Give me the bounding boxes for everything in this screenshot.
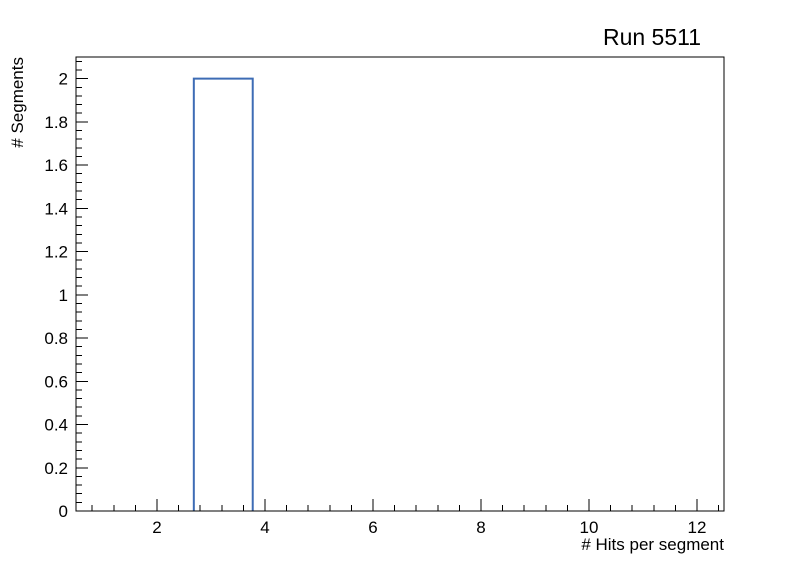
- y-axis-tick-label: 1: [59, 286, 68, 305]
- y-axis-title-text: # Segments: [8, 57, 27, 148]
- x-axis-tick-label: 8: [476, 518, 485, 537]
- y-axis-tick-label: 1.8: [44, 113, 68, 132]
- y-axis-tick-label: 0: [59, 502, 68, 521]
- plot-frame: [75, 56, 725, 512]
- x-axis-tick-label: 12: [688, 518, 707, 537]
- y-axis-tick-label: 0.6: [44, 372, 68, 391]
- x-axis-tick-label: 10: [580, 518, 599, 537]
- y-axis-tick-label: 1.2: [44, 243, 68, 262]
- y-axis-tick-label: 0.4: [44, 416, 68, 435]
- x-axis-tick-label: 4: [260, 518, 269, 537]
- x-axis-tick-label: 6: [368, 518, 377, 537]
- y-axis-tick-label: 0.8: [44, 329, 68, 348]
- y-axis-tick-label: 0.2: [44, 459, 68, 478]
- x-axis-tick-label: 2: [152, 518, 161, 537]
- histogram-bar-outline: [192, 77, 254, 511]
- y-axis-tick-label: 1.6: [44, 156, 68, 175]
- y-axis-tick-label: 1.4: [44, 199, 68, 218]
- plot-title: Run 5511: [602, 24, 701, 50]
- y-axis-tick-label: 2: [59, 70, 68, 89]
- x-axis-title: # Hits per segment: [581, 535, 724, 554]
